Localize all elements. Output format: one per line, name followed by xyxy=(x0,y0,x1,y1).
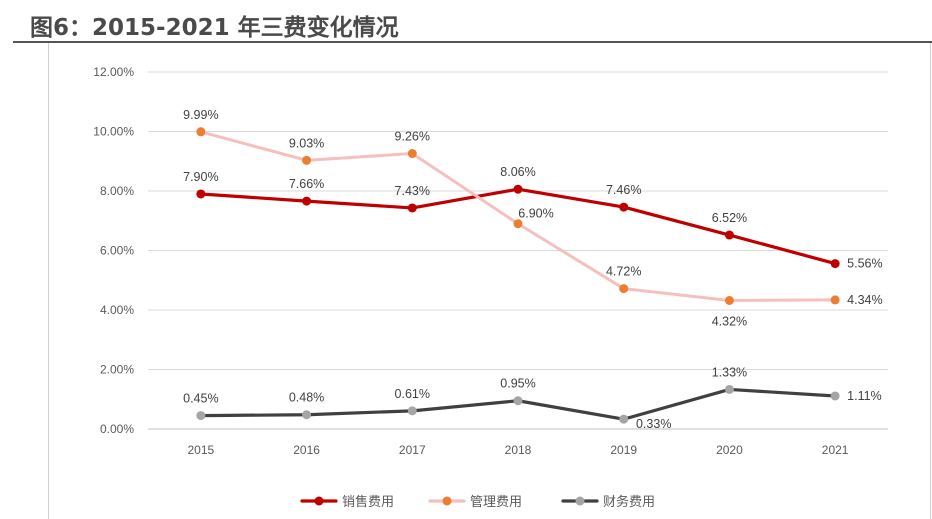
y-tick-label: 0.00% xyxy=(100,422,134,436)
y-tick-label: 12.00% xyxy=(93,65,134,79)
legend-label: 财务费用 xyxy=(603,494,655,510)
x-tick-label: 2015 xyxy=(188,443,215,457)
title-divider xyxy=(13,41,932,43)
data-point xyxy=(513,184,523,194)
data-label: 0.61% xyxy=(395,387,430,401)
data-label: 4.72% xyxy=(606,265,641,279)
x-tick-label: 2017 xyxy=(399,443,426,457)
legend-label: 管理费用 xyxy=(470,495,522,510)
data-point xyxy=(724,295,734,305)
data-label: 9.03% xyxy=(289,136,324,150)
data-label: 4.32% xyxy=(712,314,747,328)
chart-frame xyxy=(48,43,931,519)
x-tick-label: 2016 xyxy=(293,443,320,457)
data-point xyxy=(302,155,312,165)
figure-title: 图6：2015-2021 年三费变化情况 xyxy=(30,15,399,41)
data-label: 7.90% xyxy=(183,170,218,184)
data-point xyxy=(513,396,523,406)
data-label: 1.33% xyxy=(712,365,747,379)
data-point xyxy=(830,259,840,269)
data-label: 0.48% xyxy=(289,391,324,405)
data-label: 6.52% xyxy=(712,211,747,225)
legend-swatch-marker xyxy=(575,496,585,506)
data-point xyxy=(830,295,840,305)
y-tick-label: 8.00% xyxy=(100,184,134,198)
y-tick-label: 10.00% xyxy=(93,125,134,139)
x-tick-label: 2021 xyxy=(822,443,849,457)
data-point xyxy=(407,406,417,416)
data-point xyxy=(196,127,206,137)
data-label: 9.99% xyxy=(183,108,218,122)
x-tick-label: 2019 xyxy=(610,443,637,457)
y-tick-label: 4.00% xyxy=(100,303,134,317)
data-label: 0.95% xyxy=(500,377,535,391)
data-label: 7.43% xyxy=(395,184,430,198)
data-label: 9.26% xyxy=(395,130,430,144)
data-label: 6.90% xyxy=(518,207,553,221)
data-point xyxy=(619,414,629,424)
data-label: 7.66% xyxy=(289,177,324,191)
data-point xyxy=(407,149,417,159)
data-point xyxy=(830,391,840,401)
data-point xyxy=(302,196,312,206)
data-point xyxy=(196,411,206,421)
legend-swatch-marker xyxy=(314,496,324,506)
data-point xyxy=(302,410,312,420)
data-label: 0.45% xyxy=(183,392,218,406)
data-point xyxy=(619,202,629,212)
y-tick-label: 2.00% xyxy=(100,363,134,377)
data-label: 7.46% xyxy=(606,183,641,197)
data-label: 4.34% xyxy=(847,293,882,307)
data-label: 8.06% xyxy=(500,165,535,179)
y-tick-label: 6.00% xyxy=(100,244,134,258)
x-tick-label: 2018 xyxy=(505,443,532,457)
data-point xyxy=(196,189,206,199)
legend-label: 销售费用 xyxy=(342,494,394,510)
data-point xyxy=(619,284,629,294)
data-point xyxy=(513,219,523,229)
data-point xyxy=(724,384,734,394)
data-point xyxy=(724,230,734,240)
legend-swatch-marker xyxy=(442,496,452,506)
data-label: 5.56% xyxy=(847,257,882,271)
x-tick-label: 2020 xyxy=(716,443,743,457)
data-label: 0.33% xyxy=(636,417,671,431)
data-label: 1.11% xyxy=(847,389,882,403)
data-point xyxy=(407,203,417,213)
